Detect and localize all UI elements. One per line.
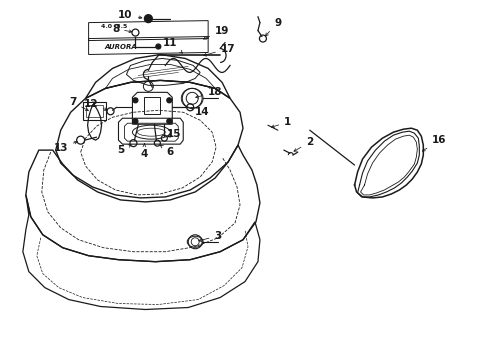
Text: 12: 12 — [83, 99, 107, 111]
Text: 7: 7 — [69, 97, 88, 111]
Text: 4.0  3.5: 4.0 3.5 — [100, 24, 127, 29]
Text: 5: 5 — [117, 145, 131, 155]
Text: 2: 2 — [294, 137, 314, 151]
Text: 8: 8 — [112, 24, 132, 33]
Circle shape — [156, 44, 161, 49]
Circle shape — [133, 98, 138, 103]
Text: 10: 10 — [118, 10, 142, 20]
Text: 4: 4 — [141, 144, 148, 159]
Text: 13: 13 — [53, 141, 77, 153]
Text: 16: 16 — [422, 135, 446, 151]
Text: 14: 14 — [191, 107, 210, 117]
Text: 19: 19 — [203, 26, 229, 39]
Text: AURORA: AURORA — [104, 44, 137, 50]
Text: 11: 11 — [163, 37, 182, 53]
Text: 15: 15 — [167, 129, 181, 139]
Text: 9: 9 — [266, 18, 281, 36]
Text: 1: 1 — [271, 117, 292, 128]
Circle shape — [167, 98, 172, 103]
Circle shape — [145, 15, 152, 23]
Text: 6: 6 — [160, 145, 174, 157]
Circle shape — [167, 119, 172, 124]
Text: 17: 17 — [204, 44, 235, 56]
Text: 18: 18 — [196, 87, 222, 98]
Text: 3: 3 — [199, 231, 222, 242]
Circle shape — [133, 119, 138, 124]
